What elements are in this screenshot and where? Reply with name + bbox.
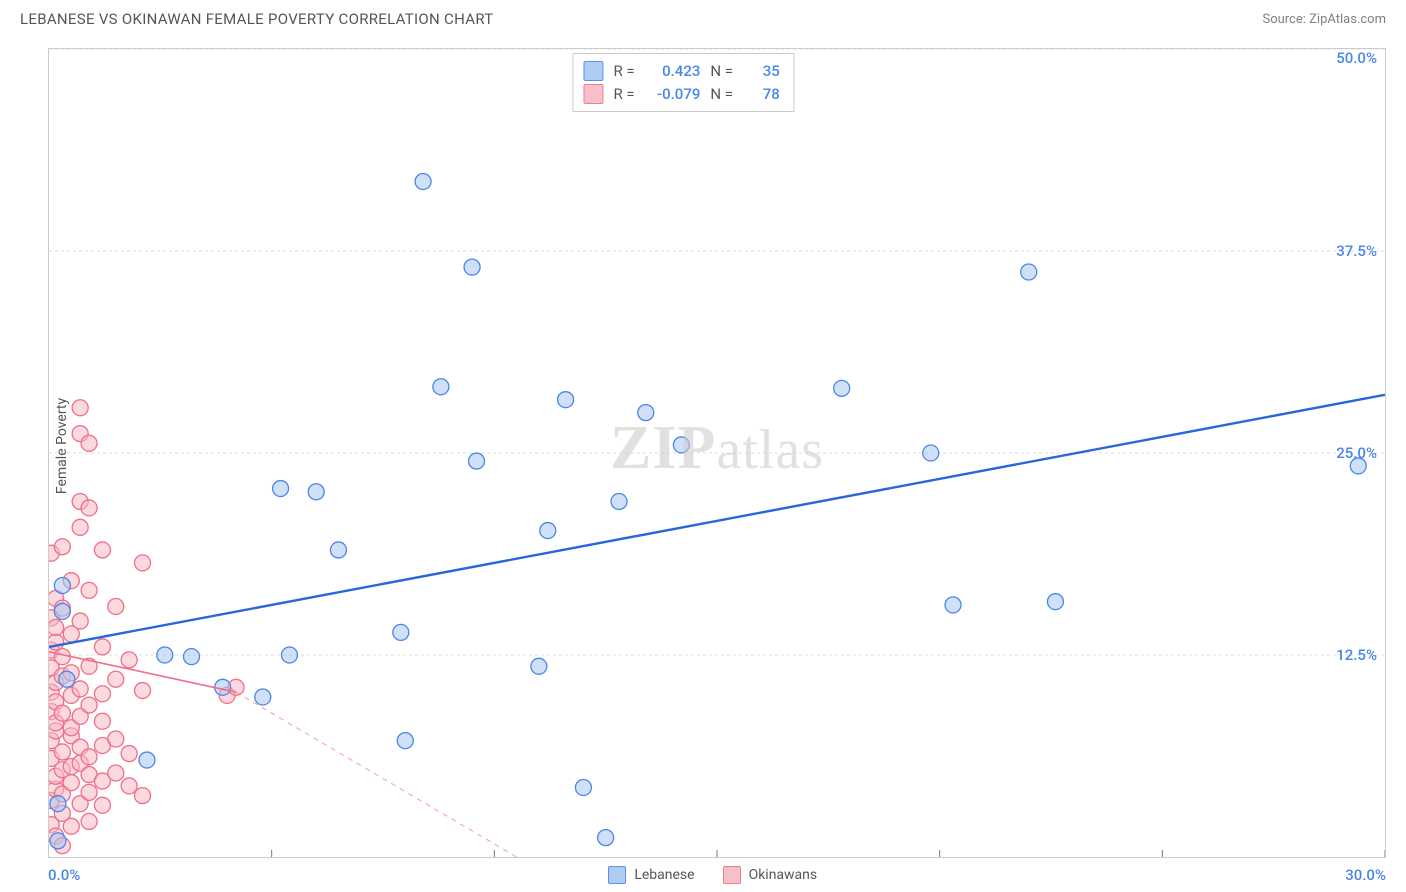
stats-n-value: 35: [763, 60, 780, 83]
legend-label: Okinawans: [749, 867, 818, 883]
legend-item: Okinawans: [723, 866, 818, 884]
stats-r-value: 0.423: [648, 60, 700, 83]
legend-item: Lebanese: [608, 866, 694, 884]
source-text: Source: ZipAtlas.com: [1262, 12, 1386, 27]
chart-title: LEBANESE VS OKINAWAN FEMALE POVERTY CORR…: [20, 10, 494, 28]
stats-n-value: 78: [763, 83, 780, 106]
stats-r-label: R =: [613, 83, 638, 106]
stats-row: R = 0.423 N = 35: [583, 60, 779, 83]
swatch-icon: [583, 61, 603, 81]
y-tick-label: 12.5%: [1336, 646, 1377, 664]
x-axis-min-label: 0.0%: [48, 866, 80, 884]
x-axis-row: 0.0% Lebanese Okinawans 30.0%: [48, 862, 1386, 888]
scatter-plot-svg: [49, 49, 1385, 857]
stats-row: R = -0.079 N = 78: [583, 83, 779, 106]
swatch-icon: [583, 84, 603, 104]
legend-label: Lebanese: [634, 867, 694, 883]
stats-n-label: N =: [710, 83, 736, 106]
stats-box: R = 0.423 N = 35 R = -0.079 N = 78: [572, 53, 794, 112]
x-axis-max-label: 30.0%: [1345, 866, 1386, 884]
stats-r-value: -0.079: [648, 83, 700, 106]
swatch-icon: [608, 866, 626, 884]
y-tick-label: 50.0%: [1336, 49, 1377, 67]
bottom-legend: Lebanese Okinawans: [608, 866, 817, 884]
y-tick-label: 37.5%: [1336, 242, 1377, 260]
swatch-icon: [723, 866, 741, 884]
chart-area: ZIPatlas R = 0.423 N = 35 R = -0.079 N =…: [48, 48, 1386, 858]
stats-n-label: N =: [710, 60, 736, 83]
stats-r-label: R =: [613, 60, 638, 83]
y-tick-label: 25.0%: [1336, 444, 1377, 462]
